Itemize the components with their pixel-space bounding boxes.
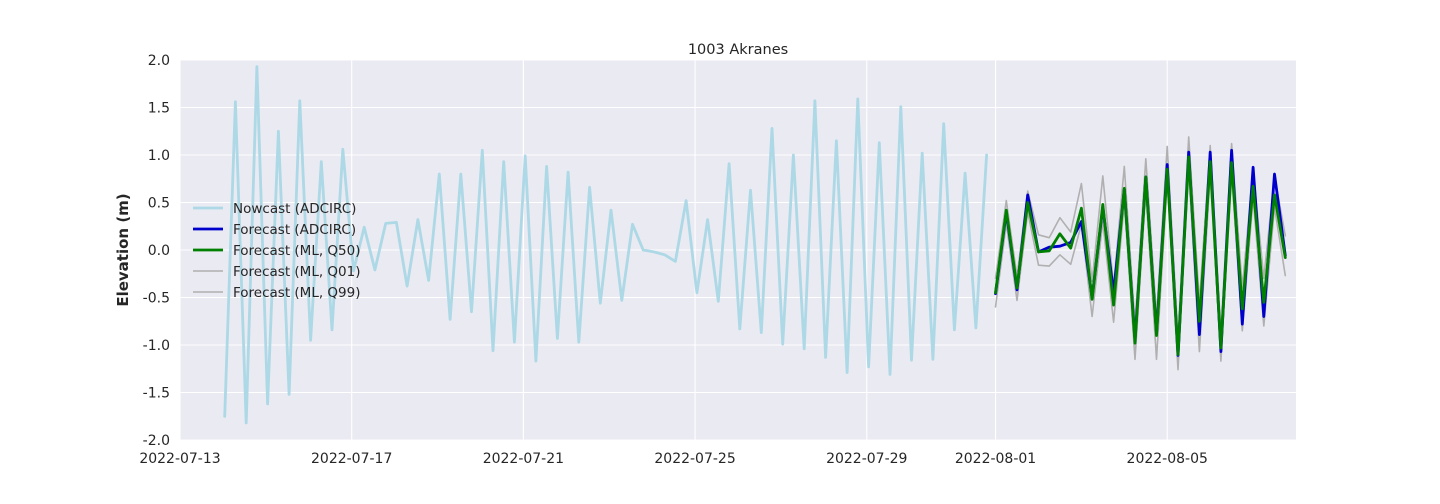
y-axis-label: Elevation (m) — [114, 193, 132, 306]
y-tick-label: 2.0 — [148, 53, 170, 69]
x-tick-label: 2022-07-25 — [654, 451, 735, 467]
y-tick-label: 0.5 — [148, 196, 170, 212]
series-lines — [223, 65, 1287, 425]
x-tick-label: 2022-07-29 — [826, 451, 907, 467]
legend-label: Forecast (ML, Q01) — [233, 264, 361, 280]
x-tick-label: 2022-07-17 — [311, 451, 392, 467]
legend: Nowcast (ADCIRC) Forecast (ADCIRC) Forecas… — [193, 201, 361, 301]
y-tick-label: -1.0 — [143, 338, 170, 354]
y-tick-label: 0.0 — [148, 243, 170, 259]
y-axis: -2.0 -1.5 -1.0 -0.5 0.0 0.5 1.0 1.5 2.0 — [143, 53, 170, 449]
y-tick-label: 1.5 — [148, 101, 170, 117]
y-tick-label: 1.0 — [148, 148, 170, 164]
legend-label: Forecast (ML, Q50) — [233, 243, 361, 259]
series-line-0 — [223, 65, 988, 425]
x-tick-label: 2022-08-05 — [1127, 451, 1208, 467]
legend-label: Forecast (ML, Q99) — [233, 285, 361, 301]
legend-label: Nowcast (ADCIRC) — [233, 201, 356, 217]
series-line-2 — [994, 155, 1287, 356]
chart-title: 1003 Akranes — [688, 42, 788, 58]
y-tick-label: -0.5 — [143, 291, 170, 307]
y-tick-label: -1.5 — [143, 386, 170, 402]
legend-label: Forecast (ADCIRC) — [233, 222, 356, 238]
x-tick-label: 2022-07-13 — [139, 451, 220, 467]
x-tick-label: 2022-07-21 — [483, 451, 564, 467]
x-axis: 2022-07-13 2022-07-17 2022-07-21 2022-07-25… — [139, 451, 1208, 467]
x-tick-label: 2022-08-01 — [955, 451, 1036, 467]
y-tick-label: -2.0 — [143, 433, 170, 449]
